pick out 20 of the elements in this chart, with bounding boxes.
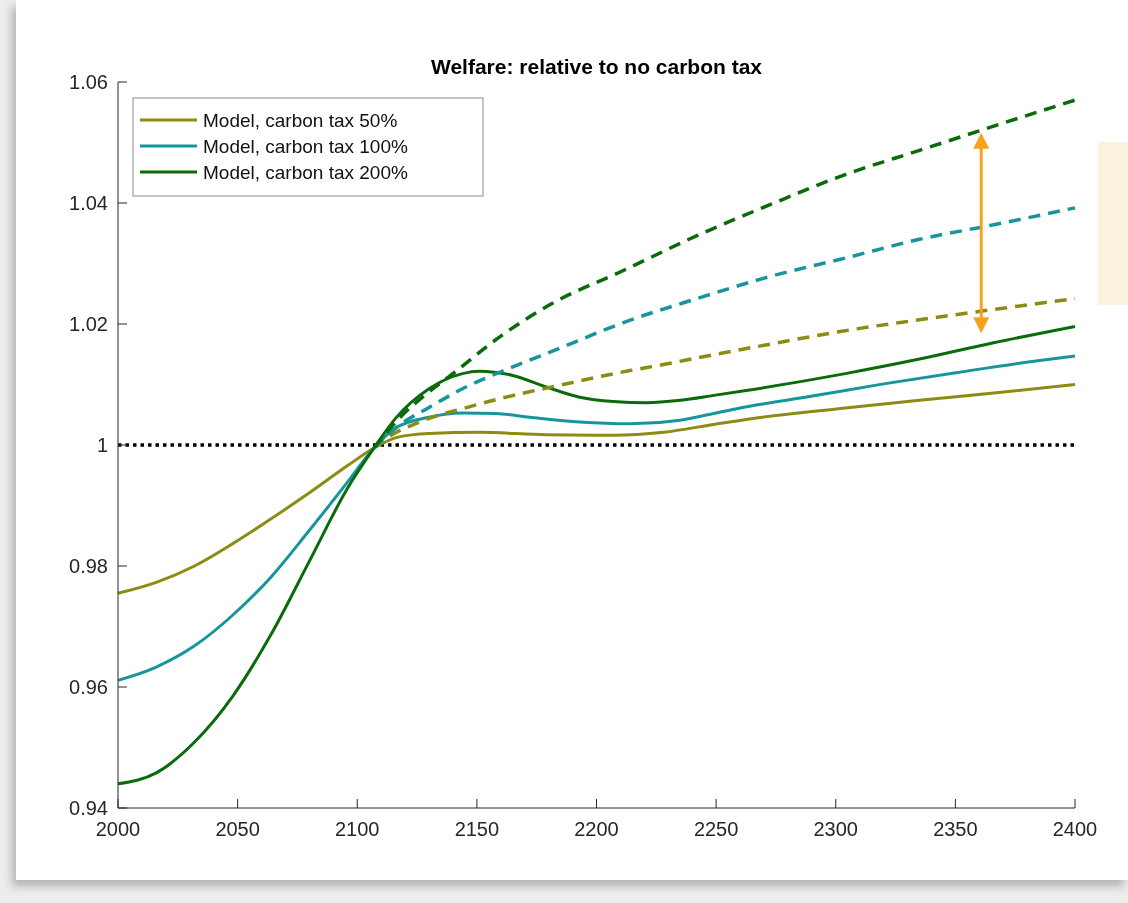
y-tick-label: 1.02: [69, 313, 108, 335]
x-tick-label: 2000: [95, 818, 141, 840]
y-tick-label: 0.98: [69, 555, 108, 577]
y-tick-label: 0.96: [69, 676, 108, 698]
x-tick-label: 2100: [335, 818, 380, 840]
x-tick-label: 2050: [215, 818, 260, 840]
y-tick-label: 1.06: [69, 71, 108, 93]
x-tick-label: 2200: [574, 818, 619, 840]
x-tick-label: 2350: [933, 818, 978, 840]
y-tick-label: 1.04: [69, 192, 108, 214]
legend-label: Model, carbon tax 200%: [203, 161, 409, 183]
y-tick-label: 1: [96, 434, 108, 456]
x-tick-label: 2300: [813, 818, 858, 840]
x-tick-label: 2250: [693, 818, 739, 840]
legend-label: Model, carbon tax 100%: [203, 135, 409, 157]
y-tick-label: 0.94: [69, 797, 108, 819]
legend-label: Model, carbon tax 50%: [203, 109, 398, 131]
x-tick-label: 2150: [454, 818, 500, 840]
x-tick-label: 2400: [1052, 818, 1098, 840]
chart-title: Welfare: relative to no carbon tax: [430, 55, 763, 78]
